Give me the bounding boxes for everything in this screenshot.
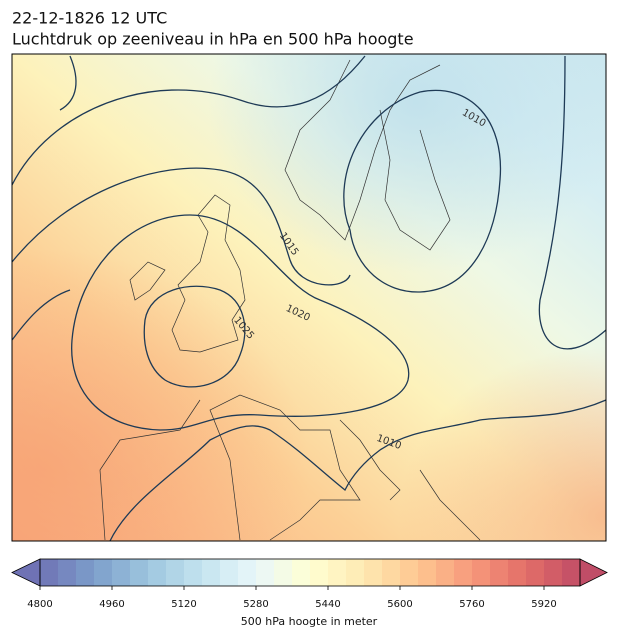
colorbar-swatch <box>202 559 221 586</box>
colorbar-tick-label: 5760 <box>459 599 484 610</box>
title: 22-12-1826 12 UTC <box>12 9 167 28</box>
colorbar-frame <box>39 558 581 587</box>
colorbar-swatch <box>112 559 131 586</box>
colorbar-swatch <box>454 559 473 586</box>
map-frame <box>11 53 607 542</box>
colorbar-swatch <box>490 559 509 586</box>
colorbar-swatch <box>94 559 113 586</box>
map: 1010 1015 1020 1025 1010 <box>11 53 607 542</box>
colorbar-extend-low <box>11 558 41 587</box>
colorbar-swatch <box>418 559 437 586</box>
colorbar-tick-label: 5120 <box>171 599 196 610</box>
colorbar-swatch <box>292 559 311 586</box>
colorbar-tick-label: 5600 <box>387 599 412 610</box>
colorbar-swatch <box>76 559 95 586</box>
colorbar-swatch <box>508 559 527 586</box>
colorbar-extend-high <box>579 558 608 587</box>
colorbar-swatch <box>562 559 581 586</box>
colorbar-swatch <box>274 559 293 586</box>
colorbar-swatch <box>166 559 185 586</box>
colorbar-swatch <box>238 559 257 586</box>
colorbar-swatch <box>310 559 329 586</box>
colorbar-swatch <box>544 559 563 586</box>
colorbar-tick-label: 5920 <box>531 599 556 610</box>
colorbar-tick-label: 5280 <box>243 599 268 610</box>
colorbar-tick-label: 5440 <box>315 599 340 610</box>
colorbar-swatch <box>220 559 239 586</box>
colorbar-label: 500 hPa hoogte in meter <box>241 615 378 628</box>
subtitle: Luchtdruk op zeeniveau in hPa en 500 hPa… <box>12 30 414 49</box>
isobars <box>11 55 607 542</box>
colorbar-swatch <box>58 559 77 586</box>
colorbar-swatch <box>400 559 419 586</box>
colorbar-swatch <box>526 559 545 586</box>
colorbar-swatch <box>436 559 455 586</box>
colorbar-swatch <box>256 559 275 586</box>
colorbar-swatch <box>328 559 347 586</box>
colorbar-swatch <box>148 559 167 586</box>
colorbar-swatch <box>184 559 203 586</box>
colorbar-swatch <box>472 559 491 586</box>
colorbar-tick-label: 4960 <box>99 599 124 610</box>
colorbar-tick-label: 4800 <box>27 599 52 610</box>
colorbar-swatch <box>130 559 149 586</box>
colorbar-swatch <box>40 559 59 586</box>
colorbar: 4800 4960 5120 5280 5440 5600 5760 5920 <box>11 558 608 610</box>
colorbar-swatch <box>364 559 383 586</box>
colorbar-swatch <box>346 559 365 586</box>
colorbar-swatch <box>382 559 401 586</box>
